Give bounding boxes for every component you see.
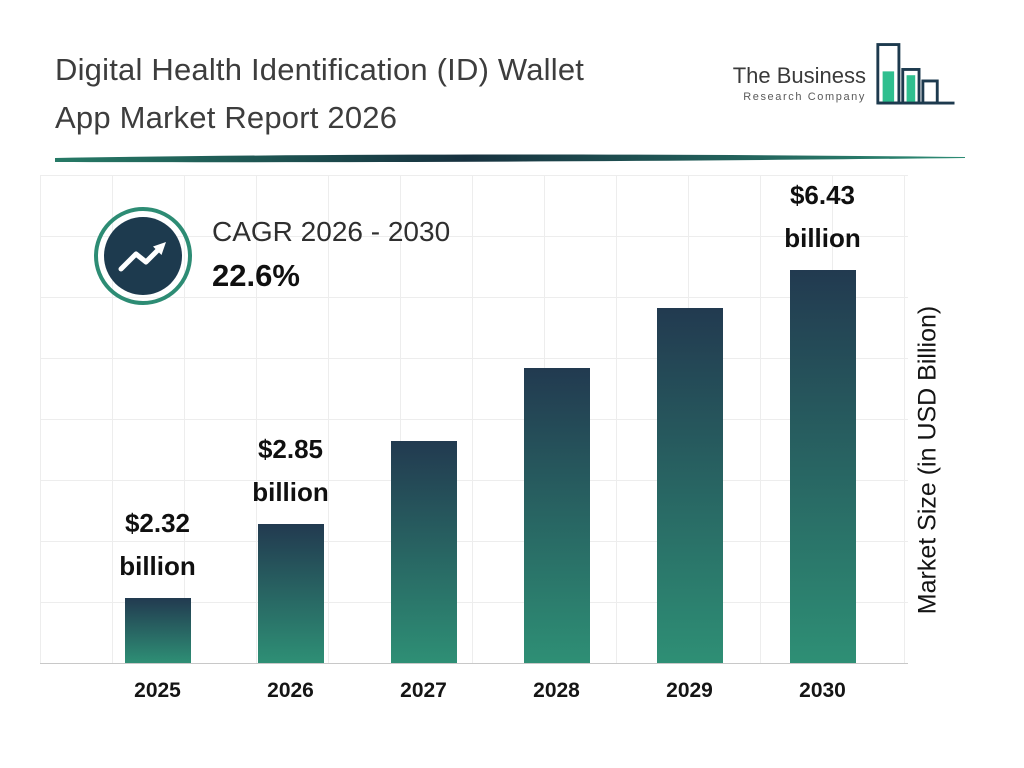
cagr-trend-icon xyxy=(93,206,193,311)
header-divider xyxy=(55,152,965,170)
bar-column-2026: $2.85 billion xyxy=(224,428,357,663)
company-logo-text: The Business Research Company xyxy=(733,63,866,103)
bar-2027 xyxy=(390,441,457,663)
bar-column-2030: $6.43 billion xyxy=(756,174,889,663)
x-axis-label-2030: 2030 xyxy=(799,679,846,702)
chart-plot-area xyxy=(40,175,908,664)
bar-column-2027 xyxy=(357,441,490,663)
cagr-block: CAGR 2026 - 2030 22.6% xyxy=(212,216,450,294)
bar-2025 xyxy=(124,598,191,663)
company-subname: Research Company xyxy=(743,90,866,103)
bar-column-2029 xyxy=(623,308,756,663)
x-axis-label-2025: 2025 xyxy=(134,679,181,702)
x-axis-label-2028: 2028 xyxy=(533,679,580,702)
bar-chart-logo-icon xyxy=(874,40,966,125)
bar-value-label-2030: $6.43 billion xyxy=(784,180,861,254)
page-title: Digital Health Identification (ID) Walle… xyxy=(55,46,584,142)
bar-column-2028 xyxy=(490,368,623,663)
y-axis-title: Market Size (in USD Billion) xyxy=(913,305,942,615)
page-title-line2: App Market Report 2026 xyxy=(55,100,398,136)
bar-2028 xyxy=(523,368,590,663)
bar-value-label-2025: $2.32 billion xyxy=(119,508,196,582)
company-logo: The Business Research Company xyxy=(733,40,966,125)
x-axis-label-2026: 2026 xyxy=(267,679,314,702)
bar-2030 xyxy=(789,270,856,663)
cagr-value: 22.6% xyxy=(212,258,300,293)
cagr-label: CAGR 2026 - 2030 xyxy=(212,216,451,247)
bar-column-2025: $2.32 billion xyxy=(91,502,224,663)
company-name: The Business xyxy=(732,62,866,88)
bar-2029 xyxy=(656,308,723,663)
page-title-line1: Digital Health Identification (ID) Walle… xyxy=(55,52,585,87)
bar-2026 xyxy=(257,524,324,663)
x-axis-label-2027: 2027 xyxy=(400,679,447,702)
bar-value-label-2026: $2.85 billion xyxy=(252,434,329,508)
x-axis-label-2029: 2029 xyxy=(666,679,713,702)
